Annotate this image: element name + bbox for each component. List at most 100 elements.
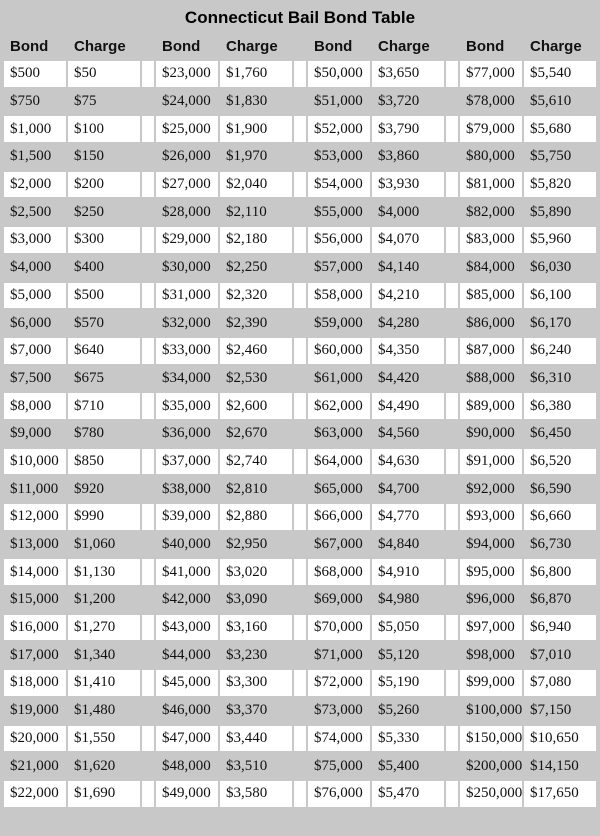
bond-cell: $54,000 [308,171,370,198]
charge-cell: $5,190 [372,670,444,696]
spacer-cell [294,144,306,170]
charge-cell: $4,980 [372,587,444,613]
charge-cell: $5,050 [372,614,444,641]
spacer-cell [294,697,306,724]
charge-cell: $4,770 [372,504,444,530]
charge-cell: $6,240 [524,337,596,364]
spacer-cell [446,448,458,475]
table-row: $20,000 $1,550 $47,000 $3,440 $74,000 $5,330 $… [4,725,596,752]
charge-cell: $710 [68,393,140,419]
spacer-cell [142,420,154,447]
bond-cell: $21,000 [4,753,66,779]
bond-cell: $89,000 [460,393,522,419]
table-row: $4,000 $400 $30,000 $2,250 $57,000 $4,140 $84,… [4,254,596,281]
column-header-bond: Bond [314,37,353,55]
table-row: $12,000 $990 $39,000 $2,880 $66,000 $4,770 $93… [4,504,596,530]
charge-cell: $1,410 [68,670,140,696]
spacer-cell [142,337,154,364]
spacer-cell [142,393,154,419]
bond-cell: $7,000 [4,337,66,364]
charge-cell: $6,520 [524,448,596,475]
spacer-cell [142,476,154,502]
table-row: $13,000 $1,060 $40,000 $2,950 $67,000 $4,840 $… [4,531,596,558]
bond-cell: $25,000 [156,116,218,143]
spacer-cell [446,531,458,558]
bond-cell: $11,000 [4,476,66,502]
charge-cell: $6,730 [524,531,596,558]
charge-cell: $2,950 [220,531,292,558]
charge-cell: $3,090 [220,587,292,613]
charge-cell: $2,390 [220,310,292,336]
charge-cell: $5,120 [372,642,444,669]
table-row: $7,500 $675 $34,000 $2,530 $61,000 $4,420 $88,… [4,365,596,392]
spacer-cell [294,642,306,669]
bond-cell: $37,000 [156,448,218,475]
spacer-cell [446,88,458,115]
bond-cell: $150,000 [460,725,522,752]
charge-cell: $570 [68,310,140,336]
bond-cell: $69,000 [308,587,370,613]
charge-cell: $5,400 [372,753,444,779]
charge-cell: $6,100 [524,282,596,309]
bond-cell: $29,000 [156,227,218,253]
bond-cell: $1,500 [4,144,66,170]
bond-cell: $38,000 [156,476,218,502]
spacer-cell [294,476,306,502]
spacer-cell [142,254,154,281]
bond-cell: $46,000 [156,697,218,724]
bond-cell: $35,000 [156,393,218,419]
spacer-cell [446,587,458,613]
charge-cell: $500 [68,282,140,309]
bond-cell: $31,000 [156,282,218,309]
charge-cell: $5,330 [372,725,444,752]
table-row: $9,000 $780 $36,000 $2,670 $63,000 $4,560 $90,… [4,420,596,447]
charge-cell: $5,750 [524,144,596,170]
spacer-cell [294,227,306,253]
bond-cell: $60,000 [308,337,370,364]
charge-cell: $2,670 [220,420,292,447]
spacer-cell [142,61,154,87]
bond-cell: $200,000 [460,753,522,779]
bond-cell: $14,000 [4,559,66,586]
bond-cell: $87,000 [460,337,522,364]
table-row: $21,000 $1,620 $48,000 $3,510 $75,000 $5,400 $… [4,753,596,779]
bail-bond-table: Bond Charge Bond Charge Bond Charge Bond Charge… [2,31,598,809]
charge-cell: $4,140 [372,254,444,281]
charge-cell: $3,720 [372,88,444,115]
charge-cell: $5,610 [524,88,596,115]
charge-cell: $850 [68,448,140,475]
bond-cell: $59,000 [308,310,370,336]
bond-cell: $65,000 [308,476,370,502]
charge-cell: $6,800 [524,559,596,586]
table-row: $22,000 $1,690 $49,000 $3,580 $76,000 $5,470 $… [4,780,596,807]
spacer-cell [294,753,306,779]
bond-cell: $1,000 [4,116,66,143]
charge-cell: $2,040 [220,171,292,198]
table-row: $14,000 $1,130 $41,000 $3,020 $68,000 $4,910 $… [4,559,596,586]
charge-cell: $6,030 [524,254,596,281]
charge-cell: $6,590 [524,476,596,502]
bond-cell: $78,000 [460,88,522,115]
charge-cell: $1,480 [68,697,140,724]
charge-cell: $1,970 [220,144,292,170]
table-row: $6,000 $570 $32,000 $2,390 $59,000 $4,280 $86,… [4,310,596,336]
charge-cell: $4,070 [372,227,444,253]
spacer-cell [142,780,154,807]
charge-cell: $4,280 [372,310,444,336]
charge-cell: $6,940 [524,614,596,641]
bond-cell: $63,000 [308,420,370,447]
spacer-cell [446,254,458,281]
charge-cell: $3,650 [372,61,444,87]
spacer-cell [446,725,458,752]
charge-cell: $75 [68,88,140,115]
charge-cell: $675 [68,365,140,392]
spacer-cell [446,753,458,779]
charge-cell: $10,650 [524,725,596,752]
charge-cell: $3,160 [220,614,292,641]
bond-cell: $17,000 [4,642,66,669]
bond-cell: $92,000 [460,476,522,502]
header-spacer-cell [294,33,306,59]
spacer-cell [142,587,154,613]
column-header-bond: Bond [466,37,505,55]
